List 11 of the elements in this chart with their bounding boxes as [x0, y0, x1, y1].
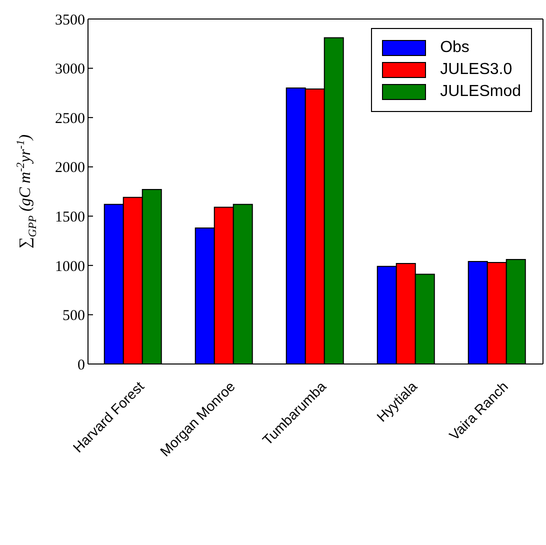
y-tick-label: 3000 — [55, 62, 85, 78]
y-tick-label: 2500 — [55, 110, 85, 127]
y-tick-label: 2000 — [55, 160, 85, 176]
legend-label: JULESmod — [440, 83, 521, 101]
legend-label: JULES3.0 — [440, 61, 512, 79]
legend-label: Obs — [440, 39, 470, 57]
y-tick-label: 1000 — [55, 258, 85, 275]
y-tick-label: 1500 — [55, 209, 85, 226]
y-tick-label: 3500 — [55, 12, 85, 28]
y-tick-label: 0 — [78, 357, 85, 374]
y-tick-label: 500 — [62, 308, 85, 324]
